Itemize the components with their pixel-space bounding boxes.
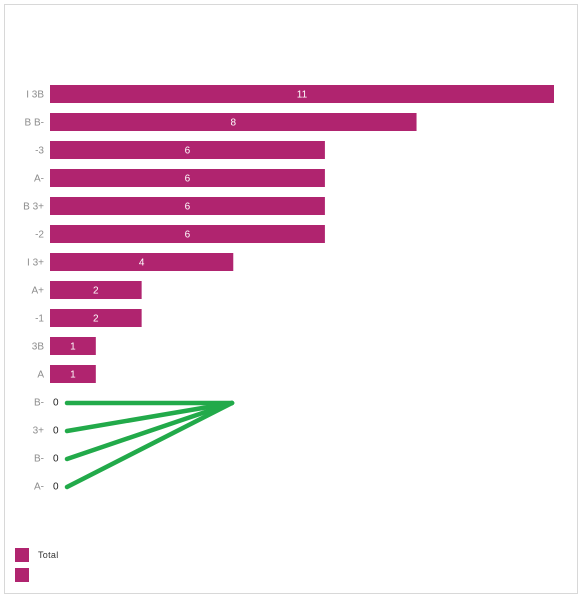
bar[interactable]	[50, 113, 417, 131]
bar-value-label: 0	[53, 482, 59, 493]
bar-value-label: 0	[53, 454, 59, 465]
category-label: A	[37, 370, 44, 381]
bar-value-label: 4	[139, 258, 145, 269]
category-label: -1	[35, 314, 44, 325]
bar[interactable]	[50, 169, 325, 187]
category-label: A-	[34, 482, 44, 493]
bar-value-label: 1	[70, 370, 76, 381]
category-label: A-	[34, 174, 44, 185]
legend-swatch-unlabeled	[15, 568, 29, 582]
bar[interactable]	[50, 337, 96, 355]
bar-value-label: 11	[297, 90, 308, 101]
category-label: B-	[34, 454, 44, 465]
bar[interactable]	[50, 281, 142, 299]
category-label: 3B	[32, 342, 45, 353]
bar-value-label: 0	[53, 426, 59, 437]
annotation-layer	[64, 400, 235, 490]
bar-value-label: 2	[93, 286, 99, 297]
bar[interactable]	[50, 253, 234, 271]
category-label: B-	[34, 398, 44, 409]
bar[interactable]	[50, 197, 325, 215]
annotation-stroke	[64, 400, 235, 490]
bar[interactable]	[50, 85, 554, 103]
legend-item-unlabeled[interactable]	[15, 567, 59, 583]
annotation-stroke	[64, 400, 235, 462]
legend-swatch-total	[15, 548, 29, 562]
bar-value-label: 6	[185, 146, 191, 157]
legend: Total	[15, 547, 59, 587]
bar[interactable]	[50, 225, 325, 243]
category-label: A+	[31, 286, 44, 297]
annotation-stroke	[64, 400, 235, 434]
category-label: -2	[35, 230, 44, 241]
legend-label-total: Total	[38, 550, 59, 560]
bar-value-label: 6	[185, 202, 191, 213]
bar-value-label: 6	[185, 174, 191, 185]
category-label: B 3+	[23, 202, 44, 213]
category-label: I 3B	[26, 90, 44, 101]
category-label: 3+	[33, 426, 45, 437]
bar[interactable]	[50, 141, 325, 159]
category-label: -3	[35, 146, 44, 157]
bar-value-label: 6	[185, 230, 191, 241]
bar-value-label: 8	[230, 118, 236, 129]
bar[interactable]	[50, 365, 96, 383]
category-label: I 3+	[27, 258, 44, 269]
category-label: B B-	[25, 118, 44, 129]
bar-value-label: 1	[70, 342, 76, 353]
bars-layer: I 3B 11 B B- 8 -3 6 A- 6 B 3+ 6 -2 6 I 3+ 4 A+ 2 -1 2 3B 1 A…	[23, 85, 554, 493]
bar-value-label: 2	[93, 314, 99, 325]
bar[interactable]	[50, 309, 142, 327]
legend-item-total[interactable]: Total	[15, 547, 59, 563]
bar-value-label: 0	[53, 398, 59, 409]
